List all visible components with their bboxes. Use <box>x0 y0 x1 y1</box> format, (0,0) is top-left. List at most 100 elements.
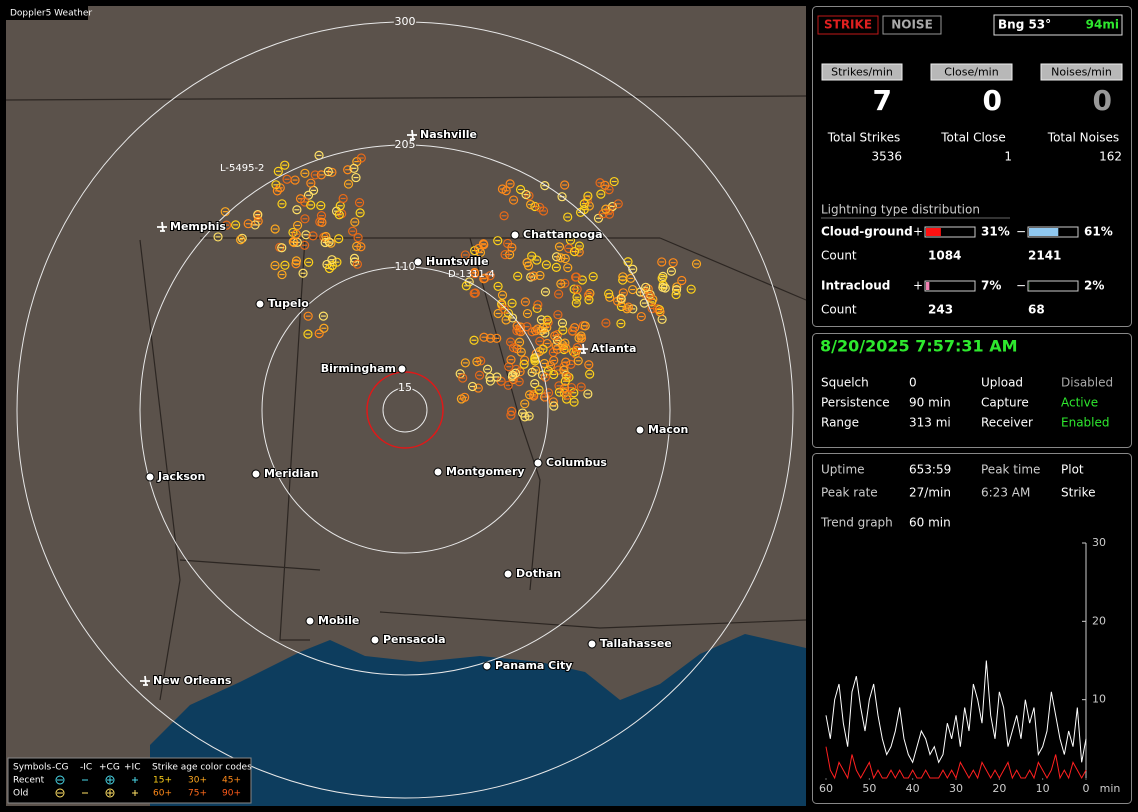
setting-text: Enabled <box>1061 416 1110 430</box>
strike-symbol <box>622 304 632 314</box>
strike-symbol <box>520 412 530 422</box>
strike-symbol <box>538 323 548 333</box>
strike-symbol <box>561 370 571 380</box>
strike-symbol <box>272 186 282 196</box>
strike-symbol <box>303 311 313 321</box>
legend-text: Strike age color codes <box>152 763 252 773</box>
city-dot <box>397 364 407 374</box>
strike-symbol <box>512 326 522 336</box>
strike-symbol <box>293 220 303 231</box>
strike-symbol <box>493 236 503 246</box>
panel <box>812 6 1132 327</box>
strike-symbol <box>571 272 581 282</box>
type-label: Cloud-ground <box>821 225 913 239</box>
strike-symbol <box>499 211 509 221</box>
count-value: 68 <box>1028 303 1045 317</box>
rate-button[interactable] <box>821 63 903 81</box>
strike-symbol <box>532 255 542 265</box>
strike-symbol <box>657 257 667 267</box>
strike-symbol <box>643 284 653 294</box>
rate-value: 0 <box>983 84 1002 117</box>
city-dot <box>145 472 155 482</box>
legend-text: +IC <box>124 763 140 773</box>
strike-symbol <box>524 390 535 400</box>
rate-button[interactable] <box>1040 63 1123 81</box>
strike-symbol <box>655 307 665 317</box>
legend-symbol <box>105 775 115 785</box>
stat-text: Peak time <box>981 463 1040 477</box>
strike-symbol <box>236 235 246 245</box>
strike-symbol <box>585 369 595 379</box>
type-label: Intracloud <box>821 279 890 293</box>
setting-text: Capture <box>981 396 1029 410</box>
strike-symbol <box>542 315 552 325</box>
strike-symbol <box>535 202 545 212</box>
city-label: Montgomery <box>446 465 525 478</box>
airport-icon <box>157 221 167 232</box>
rate-button[interactable] <box>930 63 1013 81</box>
strike-symbol <box>334 234 344 244</box>
strike-symbol <box>510 368 521 378</box>
strike-symbol <box>572 284 582 294</box>
city-label: Macon <box>648 423 688 436</box>
strike-symbol <box>641 282 651 292</box>
strike-symbol <box>493 308 503 319</box>
strike-symbol <box>213 232 223 242</box>
strike-symbol <box>318 311 328 321</box>
strike-symbol <box>623 257 633 267</box>
stat-text: Trend graph <box>820 516 893 530</box>
strike-symbol <box>560 180 570 190</box>
rate-value: 7 <box>873 84 892 117</box>
panel <box>812 453 1132 804</box>
strike-symbol <box>616 318 626 329</box>
strike-symbol <box>540 287 551 297</box>
strike-symbol <box>316 200 326 211</box>
city-label: Birmingham <box>321 362 396 375</box>
legend-symbol <box>105 788 115 798</box>
strike-symbol <box>576 382 586 392</box>
legend-text: -CG <box>52 763 69 773</box>
legend-text: 75+ <box>188 789 207 799</box>
strike-symbol <box>300 214 310 224</box>
strike-symbol <box>563 212 573 222</box>
city-label: Memphis <box>170 220 226 233</box>
strike-tab[interactable] <box>817 15 879 35</box>
setting-text: 90 min <box>909 396 951 410</box>
count-label: Count <box>821 303 857 317</box>
percent-label: 31% <box>981 225 1010 239</box>
strike-symbol <box>317 217 327 227</box>
strike-symbol <box>321 231 331 242</box>
total-value: 1 <box>1004 150 1012 164</box>
legend-text: Old <box>13 789 28 799</box>
ring-label: 110 <box>395 260 416 273</box>
percent-label: 61% <box>1084 225 1113 239</box>
strike-symbol <box>497 299 507 309</box>
strike-symbol <box>500 250 510 260</box>
legend-symbol <box>55 788 65 798</box>
strike-symbol <box>609 176 619 187</box>
strike-symbol <box>580 321 590 331</box>
strike-symbol <box>613 199 623 209</box>
strike-symbol <box>573 356 583 366</box>
city-label: Tallahassee <box>600 637 672 650</box>
setting-text: Receiver <box>981 416 1033 430</box>
percent-bar <box>1029 282 1030 290</box>
strike-symbol <box>584 360 594 370</box>
strike-symbol <box>349 163 359 173</box>
strike-symbol <box>282 174 292 184</box>
strike-symbol <box>514 377 524 387</box>
strike-symbol <box>479 274 489 284</box>
stat-text: 60 min <box>909 516 951 530</box>
strike-symbol <box>343 179 354 189</box>
strike-symbol <box>277 269 287 280</box>
city-label: Pensacola <box>383 633 446 646</box>
strike-symbol <box>300 168 310 178</box>
strike-symbol <box>593 213 604 223</box>
stat-text: Peak rate <box>821 486 878 500</box>
strike-symbol <box>668 258 678 268</box>
strike-symbol <box>343 165 353 175</box>
stat-text: 27/min <box>909 486 951 500</box>
strike-symbol <box>529 391 539 401</box>
noise-tab[interactable] <box>882 15 942 35</box>
